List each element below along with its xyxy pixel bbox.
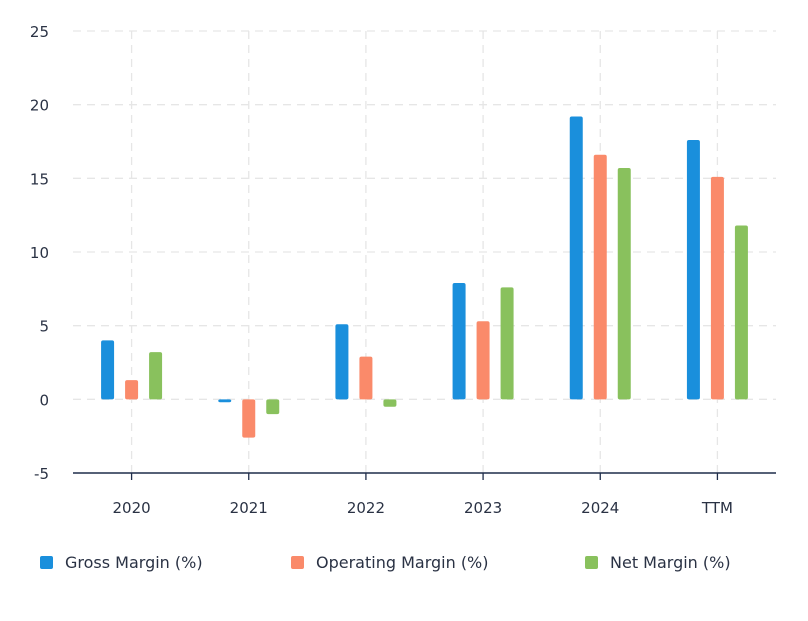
bar-gross-margin-ttm (686, 140, 700, 400)
y-tick-label: 20 (30, 97, 49, 115)
x-axis-ticks: 2020 2021 2022 2023 2024 TTM (112, 473, 733, 517)
x-tick-label: 2023 (464, 499, 502, 517)
bar-net-margin-ttm (734, 225, 748, 400)
legend-label-operating-margin: Operating Margin (%) (316, 553, 489, 572)
bars (101, 116, 748, 438)
bar-operating-margin-2023 (476, 321, 490, 400)
x-tick-label: 2024 (581, 499, 619, 517)
bar-gross-margin-2022 (335, 324, 349, 400)
bar-operating-margin-ttm (710, 176, 724, 400)
bar-gross-margin-2020 (101, 340, 115, 400)
bar-gross-margin-2024 (569, 116, 583, 400)
legend-item-gross-margin[interactable]: Gross Margin (%) (40, 553, 203, 572)
y-tick-label: 25 (30, 23, 49, 41)
y-tick-label: 10 (30, 244, 49, 262)
legend-swatch-net-margin (585, 556, 598, 569)
y-tick-label: -5 (34, 465, 49, 483)
y-tick-label: 5 (39, 318, 49, 336)
bar-net-margin-2022 (383, 399, 397, 407)
legend-label-gross-margin: Gross Margin (%) (65, 553, 203, 572)
x-tick-label: TTM (701, 499, 733, 517)
legend-item-operating-margin[interactable]: Operating Margin (%) (291, 553, 489, 572)
bar-net-margin-2024 (617, 168, 631, 400)
bar-gross-margin-2023 (452, 282, 466, 400)
legend-label-net-margin: Net Margin (%) (610, 553, 731, 572)
bar-operating-margin-2022 (359, 356, 373, 400)
legend-item-net-margin[interactable]: Net Margin (%) (585, 553, 731, 572)
bar-net-margin-2021 (266, 399, 280, 415)
bar-gross-margin-2021 (218, 399, 232, 403)
y-tick-label: 15 (30, 170, 49, 188)
x-tick-label: 2021 (230, 499, 268, 517)
y-tick-label: 0 (39, 391, 49, 409)
legend-swatch-gross-margin (40, 556, 53, 569)
legend: Gross Margin (%) Operating Margin (%) Ne… (0, 553, 808, 581)
bar-operating-margin-2020 (125, 380, 139, 400)
bar-net-margin-2020 (149, 352, 163, 400)
bar-operating-margin-2021 (242, 399, 256, 438)
x-tick-label: 2020 (112, 499, 150, 517)
bar-operating-margin-2024 (593, 154, 607, 400)
y-axis-ticks: 25 20 15 10 5 0 -5 (30, 23, 49, 483)
bar-net-margin-2023 (500, 287, 514, 400)
grid-lines (73, 30, 776, 473)
legend-swatch-operating-margin (291, 556, 304, 569)
x-tick-label: 2022 (347, 499, 385, 517)
